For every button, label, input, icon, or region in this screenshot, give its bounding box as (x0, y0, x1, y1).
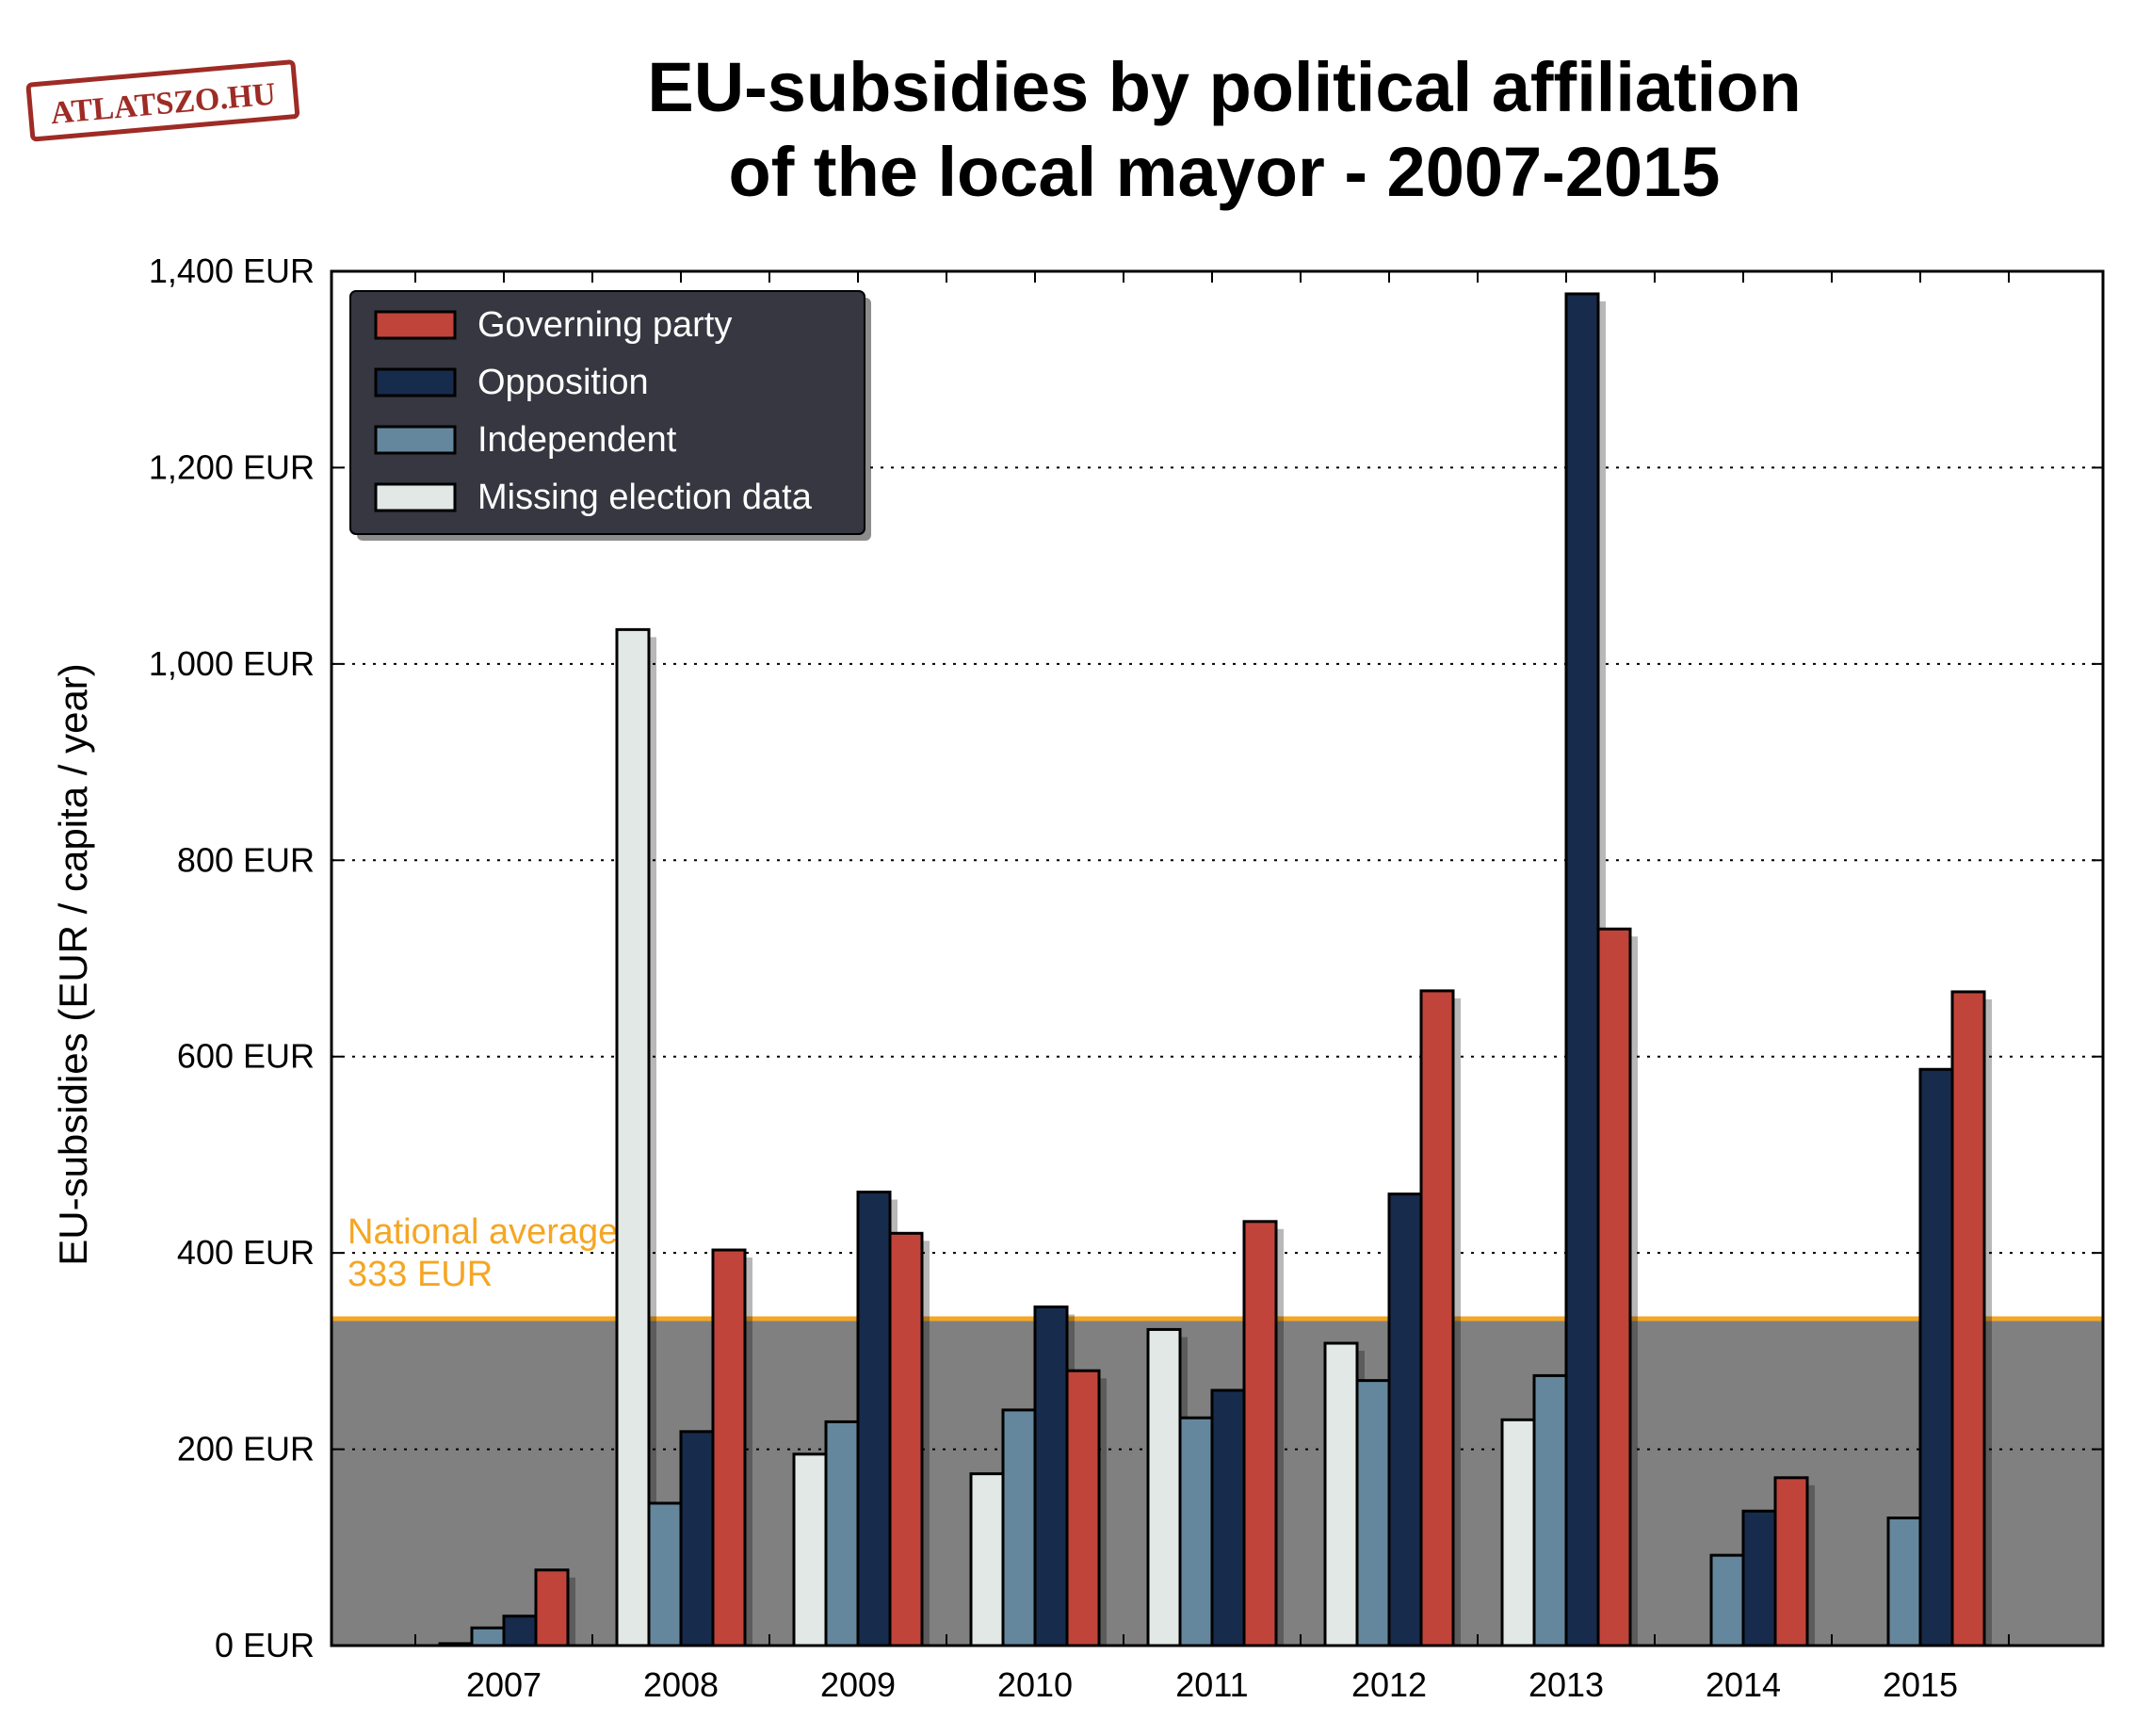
national-average: National average: 333 EUR (332, 1212, 2103, 1322)
bar-independent-2011 (1178, 1416, 1214, 1647)
plot-frame (330, 269, 2105, 1647)
bar-opposition-2014 (1741, 1509, 1777, 1647)
bar-independent-2012 (1355, 1379, 1391, 1647)
bar-governing-party-2008 (711, 1248, 747, 1647)
bar-independent-2013 (1532, 1373, 1568, 1647)
bar-missing-election-data-2009 (792, 1452, 828, 1647)
y-axis-ticks: 0 EUR 200 EUR 400 EUR 600 EUR 800 EUR 1,000 E… (149, 251, 2103, 1664)
bar-missing-election-data-2012 (1323, 1341, 1359, 1647)
bar-independent-2015 (1886, 1517, 1922, 1647)
bar-governing-party-2013 (1596, 927, 1632, 1647)
bar-governing-party-2015 (1950, 990, 1986, 1647)
legend: Governing party Opposition Independent Miss… (349, 290, 871, 541)
bar-missing-election-data-2008 (615, 627, 651, 1647)
bar-independent-2014 (1709, 1553, 1745, 1647)
y-tick-label: 600 EUR (177, 1037, 315, 1076)
x-tick-label: 2013 (1528, 1665, 1604, 1704)
legend-swatch-independent (374, 425, 457, 455)
bar-opposition-2015 (1918, 1067, 1954, 1647)
bar-governing-party-2010 (1065, 1369, 1101, 1647)
bars (438, 292, 1992, 1647)
y-tick-label: 0 EUR (215, 1626, 315, 1664)
x-tick-label: 2009 (820, 1665, 896, 1704)
chart-title-line-2: of the local mayor - 2007-2015 (729, 133, 1721, 211)
bar-opposition-2012 (1387, 1192, 1423, 1647)
legend-label: Opposition (477, 363, 649, 402)
legend-label: Governing party (477, 305, 732, 345)
y-tick-label: 1,000 EUR (149, 644, 315, 683)
legend-swatch-opposition (374, 367, 457, 397)
bar-governing-party-2014 (1773, 1476, 1809, 1647)
national-average-value: 333 EUR (348, 1255, 493, 1294)
bar-independent-2009 (824, 1420, 860, 1647)
grid-lines (332, 466, 2103, 1451)
bar-governing-party-2009 (888, 1231, 924, 1647)
chart-title-line-1: EU-subsidies by political affiliation (647, 48, 1801, 126)
y-tick-label: 1,400 EUR (149, 251, 315, 290)
bar-opposition-2011 (1210, 1388, 1246, 1647)
bar-independent-2008 (647, 1501, 683, 1647)
y-tick-label: 800 EUR (177, 840, 315, 879)
bar-governing-party-2007 (534, 1568, 570, 1647)
bar-opposition-2007 (502, 1614, 538, 1647)
bar-missing-election-data-2010 (969, 1472, 1005, 1647)
y-tick-label: 200 EUR (177, 1430, 315, 1468)
logo-stamp: ATLATSZO.HU (25, 59, 300, 142)
x-tick-label: 2007 (466, 1665, 542, 1704)
bar-independent-2007 (470, 1626, 506, 1647)
bar-governing-party-2012 (1419, 989, 1455, 1647)
x-tick-label: 2014 (1706, 1665, 1781, 1704)
bar-missing-election-data-2011 (1146, 1327, 1182, 1647)
legend-swatch-missing-election-data (374, 482, 457, 512)
x-tick-label: 2015 (1883, 1665, 1958, 1704)
bar-opposition-2013 (1564, 292, 1600, 1647)
y-tick-label: 1,200 EUR (149, 447, 315, 486)
x-tick-label: 2008 (643, 1665, 719, 1704)
bar-opposition-2009 (856, 1191, 892, 1647)
y-axis-label: EU-subsidies (EUR / capita / year) (51, 663, 95, 1266)
bar-opposition-2010 (1033, 1305, 1069, 1647)
x-tick-label: 2011 (1175, 1665, 1248, 1704)
x-tick-label: 2012 (1351, 1665, 1427, 1704)
legend-label: Independent (477, 420, 677, 460)
bar-independent-2010 (1001, 1408, 1037, 1647)
x-axis-ticks: 2007 2008 2009 2010 2011 2012 2013 2014 2015 (414, 271, 2010, 1704)
legend-box (349, 290, 865, 535)
legend-swatch-governing-party (374, 310, 457, 340)
y-tick-label: 400 EUR (177, 1233, 315, 1272)
bar-missing-election-data-2013 (1500, 1418, 1536, 1647)
legend-label: Missing election data (477, 478, 813, 517)
national-average-label: National average: (348, 1212, 628, 1252)
bar-governing-party-2011 (1242, 1220, 1278, 1647)
x-tick-label: 2010 (997, 1665, 1073, 1704)
bar-opposition-2008 (679, 1430, 715, 1647)
